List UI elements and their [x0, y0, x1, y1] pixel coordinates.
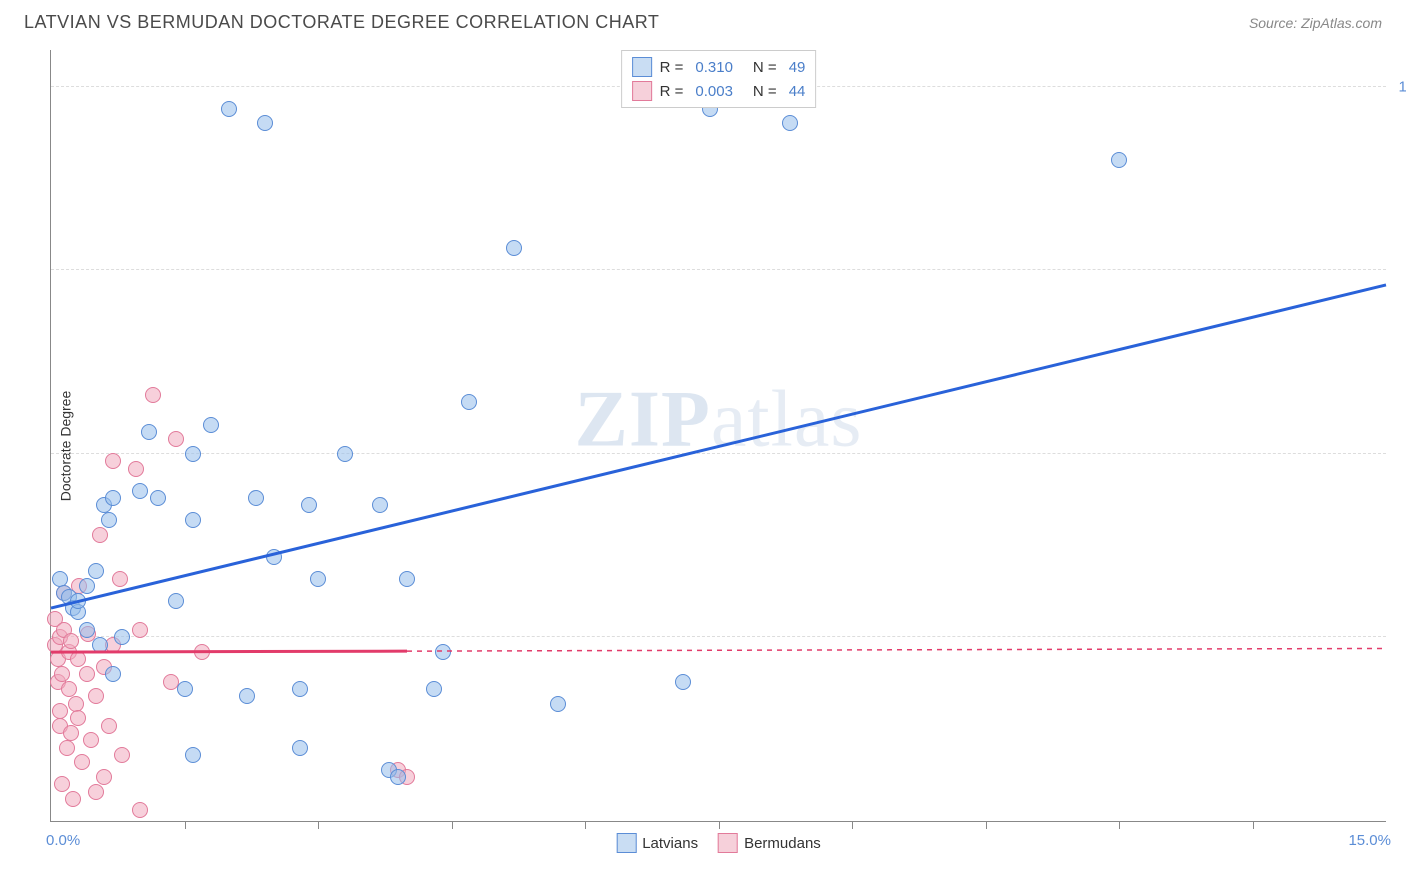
x-tick	[852, 821, 853, 829]
legend-r-value-0: 0.310	[695, 59, 733, 76]
y-tick-label: 10.0%	[1398, 78, 1406, 95]
x-tick	[986, 821, 987, 829]
legend-series: Latvians Bermudans	[616, 833, 821, 853]
legend-item-latvians: Latvians	[616, 833, 698, 853]
legend-item-bermudans: Bermudans	[718, 833, 821, 853]
legend-label-latvians: Latvians	[642, 835, 698, 852]
chart-title: LATVIAN VS BERMUDAN DOCTORATE DEGREE COR…	[24, 12, 659, 33]
x-axis-origin-label: 0.0%	[46, 832, 80, 849]
legend-n-label-0: N =	[753, 59, 777, 76]
legend-r-value-1: 0.003	[695, 83, 733, 100]
legend-n-value-1: 44	[789, 83, 806, 100]
legend-swatch-bermudans-bottom	[718, 833, 738, 853]
legend-r-label-1: R =	[660, 83, 684, 100]
legend-row-bermudans: R = 0.003 N = 44	[632, 79, 806, 103]
x-tick	[452, 821, 453, 829]
trendline-bermudans-dashed	[407, 648, 1386, 651]
trendlines-group	[51, 50, 1386, 821]
legend-correlation: R = 0.310 N = 49 R = 0.003 N = 44	[621, 50, 817, 108]
x-tick	[1253, 821, 1254, 829]
x-tick	[318, 821, 319, 829]
chart-source: Source: ZipAtlas.com	[1249, 15, 1382, 31]
trendline-bermudans-solid	[51, 651, 407, 652]
x-tick	[1119, 821, 1120, 829]
legend-swatch-latvians	[632, 57, 652, 77]
chart-header: LATVIAN VS BERMUDAN DOCTORATE DEGREE COR…	[0, 0, 1406, 41]
trendline-latvians-solid	[51, 285, 1386, 608]
legend-n-label-1: N =	[753, 83, 777, 100]
legend-row-latvians: R = 0.310 N = 49	[632, 55, 806, 79]
legend-swatch-latvians-bottom	[616, 833, 636, 853]
x-axis-max-label: 15.0%	[1348, 832, 1391, 849]
legend-swatch-bermudans	[632, 81, 652, 101]
legend-r-label-0: R =	[660, 59, 684, 76]
legend-n-value-0: 49	[789, 59, 806, 76]
x-tick	[585, 821, 586, 829]
x-tick	[185, 821, 186, 829]
legend-label-bermudans: Bermudans	[744, 835, 821, 852]
x-tick	[719, 821, 720, 829]
chart-plot-area: ZIPatlas 2.5%5.0%7.5%10.0% R = 0.310 N =…	[50, 50, 1386, 822]
